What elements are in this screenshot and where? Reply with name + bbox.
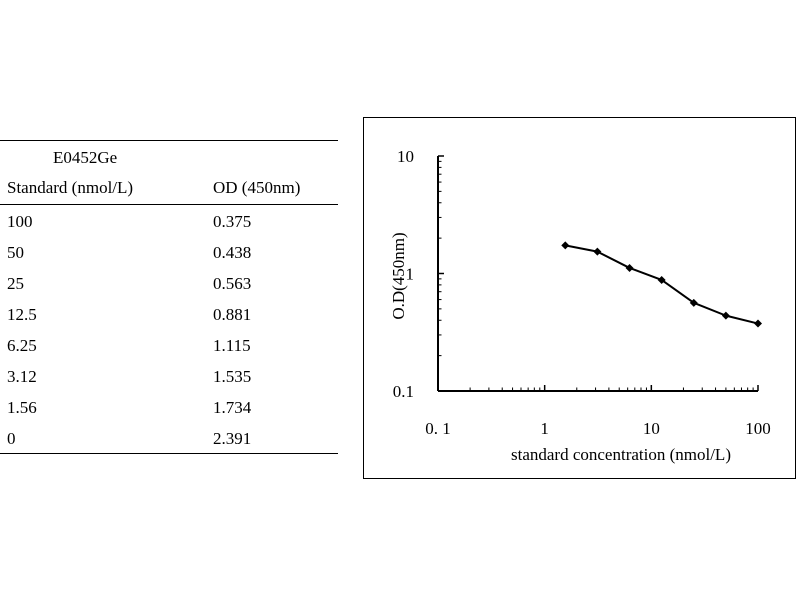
table-title: E0452Ge [53,148,118,167]
table-row: 50 0.438 [0,243,338,273]
y-axis-label: O.D(450nm) [389,232,408,319]
standard-curve-chart: standard concentration (nmol/L) O.D(450n… [363,117,796,479]
standard-cell: 3.12 [7,367,37,386]
x-axis-label: standard concentration (nmol/L) [511,445,731,464]
chart-plot: standard concentration (nmol/L) O.D(450n… [389,147,771,464]
od-cell: 0.438 [213,243,252,262]
od-cell: 1.734 [213,398,252,417]
y-tick-label: 1 [406,265,415,284]
data-point-marker [657,275,666,284]
table-header-rule [0,204,338,205]
x-tick-label: 0. 1 [425,419,451,438]
data-point-marker [593,247,602,256]
data-point-marker [561,241,570,250]
table-header-row: Standard (nmol/L) OD (450nm) [0,178,338,208]
table-row: 25 0.563 [0,274,338,304]
table-top-rule [0,140,338,141]
standard-cell: 100 [7,212,33,231]
od-cell: 1.115 [213,336,251,355]
table-row: 6.25 1.115 [0,336,338,366]
standard-cell: 1.56 [7,398,37,417]
x-tick-label: 10 [643,419,660,438]
od-cell: 0.563 [213,274,252,293]
standard-cell: 12.5 [7,305,37,324]
data-point-marker [721,311,730,320]
standard-cell: 50 [7,243,24,262]
od-cell: 0.881 [213,305,252,324]
od-cell: 2.391 [213,429,252,448]
table-row: 12.5 0.881 [0,305,338,335]
table-row: 100 0.375 [0,212,338,242]
standard-cell: 25 [7,274,24,293]
chart-labels: standard concentration (nmol/L) O.D(450n… [389,147,771,464]
y-tick-label: 10 [397,147,414,166]
chart-series [561,241,762,328]
data-point-marker [754,319,762,328]
table-bottom-rule [0,453,338,454]
series-line [565,244,759,325]
data-point-marker [689,298,698,307]
y-tick-label: 0.1 [393,382,414,401]
standard-cell: 0 [7,429,16,448]
x-tick-label: 1 [540,419,549,438]
standard-cell: 6.25 [7,336,37,355]
column-header-standard: Standard (nmol/L) [7,178,134,197]
x-tick-label: 100 [745,419,771,438]
od-cell: 1.535 [213,367,252,386]
chart-axes [437,155,759,392]
table-row: 3.12 1.535 [0,367,338,397]
table-row: 1.56 1.734 [0,398,338,428]
table-row: 0 2.391 [0,429,338,459]
column-header-od: OD (450nm) [213,178,301,197]
data-point-marker [625,263,634,272]
od-cell: 0.375 [213,212,252,231]
